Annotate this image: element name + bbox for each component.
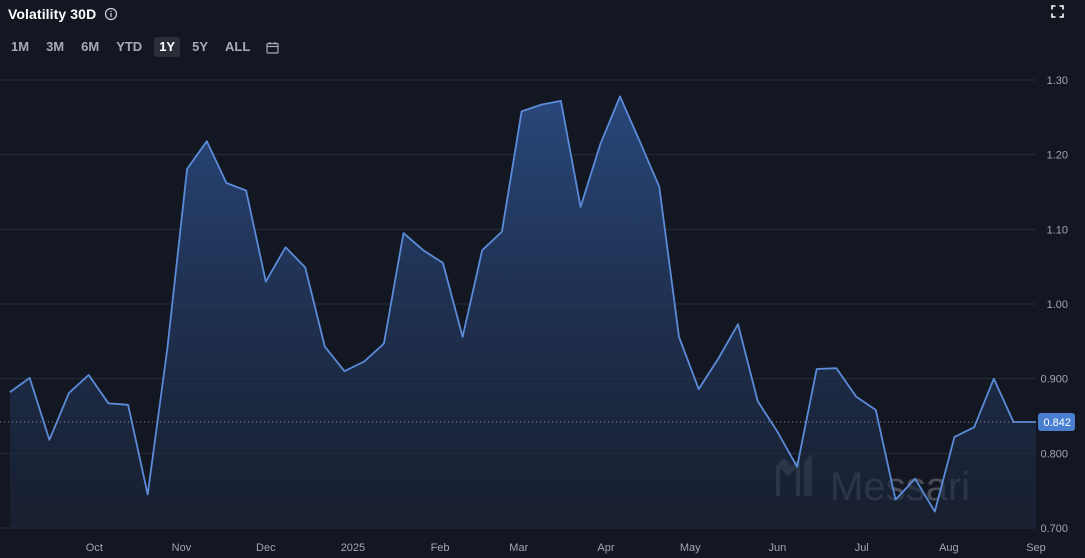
data-point [146,492,150,496]
data-point [736,322,740,326]
data-point [815,367,819,371]
data-point [402,231,406,235]
series-line [9,95,1036,513]
data-point [716,357,720,361]
data-point [205,139,209,143]
data-point [8,390,12,394]
data-point [28,376,32,380]
data-point [303,265,307,269]
data-point [87,373,91,377]
x-tick-label: Sep [1026,542,1046,554]
data-point [539,103,543,107]
x-tick-label: Jun [769,542,787,554]
data-point [913,477,917,481]
data-point [579,205,583,209]
expand-icon[interactable] [1051,5,1064,18]
data-point [480,248,484,252]
x-tick-label: Dec [256,542,276,554]
range-selector: 1M 3M 6M YTD 1Y 5Y ALL [6,37,279,57]
data-point [47,438,51,442]
x-tick-label: Nov [172,542,192,554]
range-1m-button[interactable]: 1M [11,39,30,54]
last-value-label: 0.842 [1043,417,1071,429]
x-tick-label: May [680,542,701,554]
range-3m-button[interactable]: 3M [46,39,65,54]
x-tick-label: Feb [431,542,450,554]
data-point [165,346,169,350]
x-tick-label: Apr [597,542,614,554]
data-point [224,181,228,185]
data-point [264,280,268,284]
data-point [775,430,779,434]
range-ytd-button[interactable]: YTD [116,39,143,54]
data-point [657,185,661,189]
data-point [972,425,976,429]
data-point [894,498,898,502]
data-point [834,366,838,370]
y-tick-label: 1.10 [1047,224,1068,236]
data-point [953,435,957,439]
data-point [441,261,445,265]
x-tick-label: Mar [509,542,528,554]
data-point [343,369,347,373]
data-point [992,377,996,381]
data-point [520,109,524,113]
x-tick-label: Jul [855,542,869,554]
data-point [323,345,327,349]
series-area [10,96,1036,529]
data-point [677,335,681,339]
range-1y-button[interactable]: 1Y [154,37,181,57]
x-axis: Oct Nov Dec 2025 Feb Mar Apr May Jun Jul Aug Sep [86,542,1046,554]
data-point [854,395,858,399]
data-point [362,360,366,364]
data-point [598,142,602,146]
data-point [618,94,622,98]
data-point [638,139,642,143]
data-point [559,99,563,103]
range-6m-button[interactable]: 6M [81,39,100,54]
y-tick-label: 0.700 [1040,523,1068,535]
data-point [421,248,425,252]
data-point [933,510,937,514]
data-point [1012,420,1016,424]
y-tick-label: 0.900 [1040,374,1068,386]
data-point [106,401,110,405]
y-tick-label: 1.00 [1047,299,1068,311]
y-axis: 0.700 0.800 0.900 1.00 1.10 1.20 1.30 [1040,75,1068,535]
chart-title: Volatility 30D [8,6,97,22]
info-icon[interactable] [104,7,118,21]
x-tick-label: Aug [939,542,959,554]
data-point [244,189,248,193]
last-value-badge: 0.842 [1038,412,1075,431]
y-tick-label: 1.30 [1047,75,1068,87]
data-point [67,391,71,395]
data-point [461,335,465,339]
data-point [185,167,189,171]
x-tick-label: 2025 [341,542,365,554]
data-point [874,408,878,412]
range-all-button[interactable]: ALL [225,39,251,54]
data-point [284,245,288,249]
y-tick-label: 0.800 [1040,448,1068,460]
data-point [795,465,799,469]
calendar-icon[interactable] [266,41,279,54]
data-point [126,403,130,407]
x-tick-label: Oct [86,542,103,554]
y-tick-label: 1.20 [1047,150,1068,162]
range-5y-button[interactable]: 5Y [192,39,208,54]
data-point [382,342,386,346]
data-point [1034,420,1038,424]
chart-header: Volatility 30D [8,3,118,25]
data-point [500,230,504,234]
data-point [697,387,701,391]
data-point [756,399,760,403]
